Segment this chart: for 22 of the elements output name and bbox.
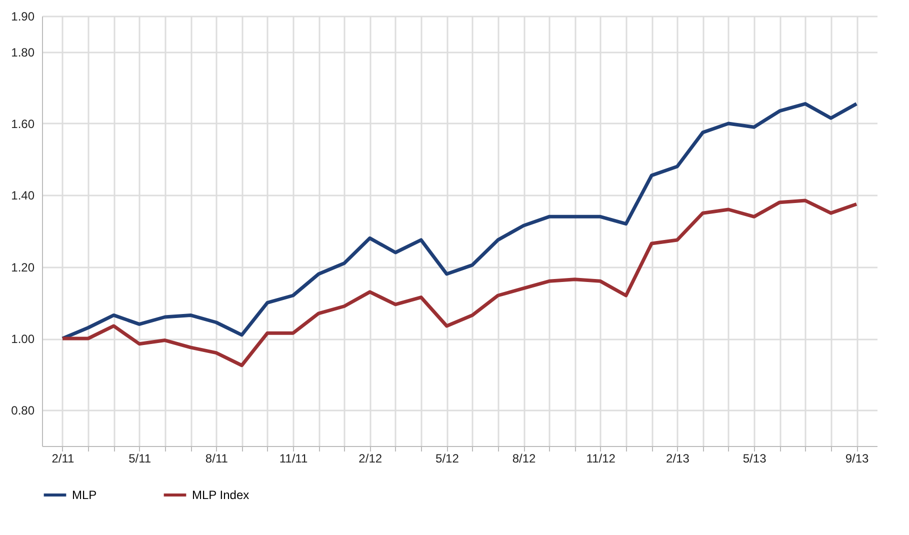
x-tick-label: 11/11	[279, 452, 308, 466]
y-tick-label: 0.80	[11, 404, 35, 418]
x-tick-label: 2/12	[358, 452, 382, 466]
y-tick-label: 1.40	[11, 188, 35, 203]
x-tick-label: 11/12	[586, 452, 616, 466]
legend-label: MLP Index	[192, 488, 250, 502]
x-tick-label: 8/12	[512, 452, 536, 466]
x-tick-label: 5/11	[128, 452, 152, 466]
legend-label: MLP	[72, 488, 97, 502]
y-tick-label: 1.80	[11, 45, 35, 60]
x-tick-label: 2/11	[52, 452, 75, 466]
x-tick-label: 8/11	[205, 452, 228, 466]
y-tick-label: 1.90	[11, 10, 35, 24]
x-tick-label: 5/12	[436, 452, 460, 466]
y-tick-label: 1.60	[11, 117, 35, 131]
x-tick-label: 5/13	[742, 452, 767, 466]
y-tick-label: 1.20	[11, 260, 35, 274]
line-series	[60, 102, 858, 340]
x-tick-label: 2/13	[666, 452, 690, 466]
line-series	[60, 198, 858, 368]
x-tick-label: 9/13	[845, 452, 870, 466]
y-tick-label: 1.00	[11, 332, 35, 346]
